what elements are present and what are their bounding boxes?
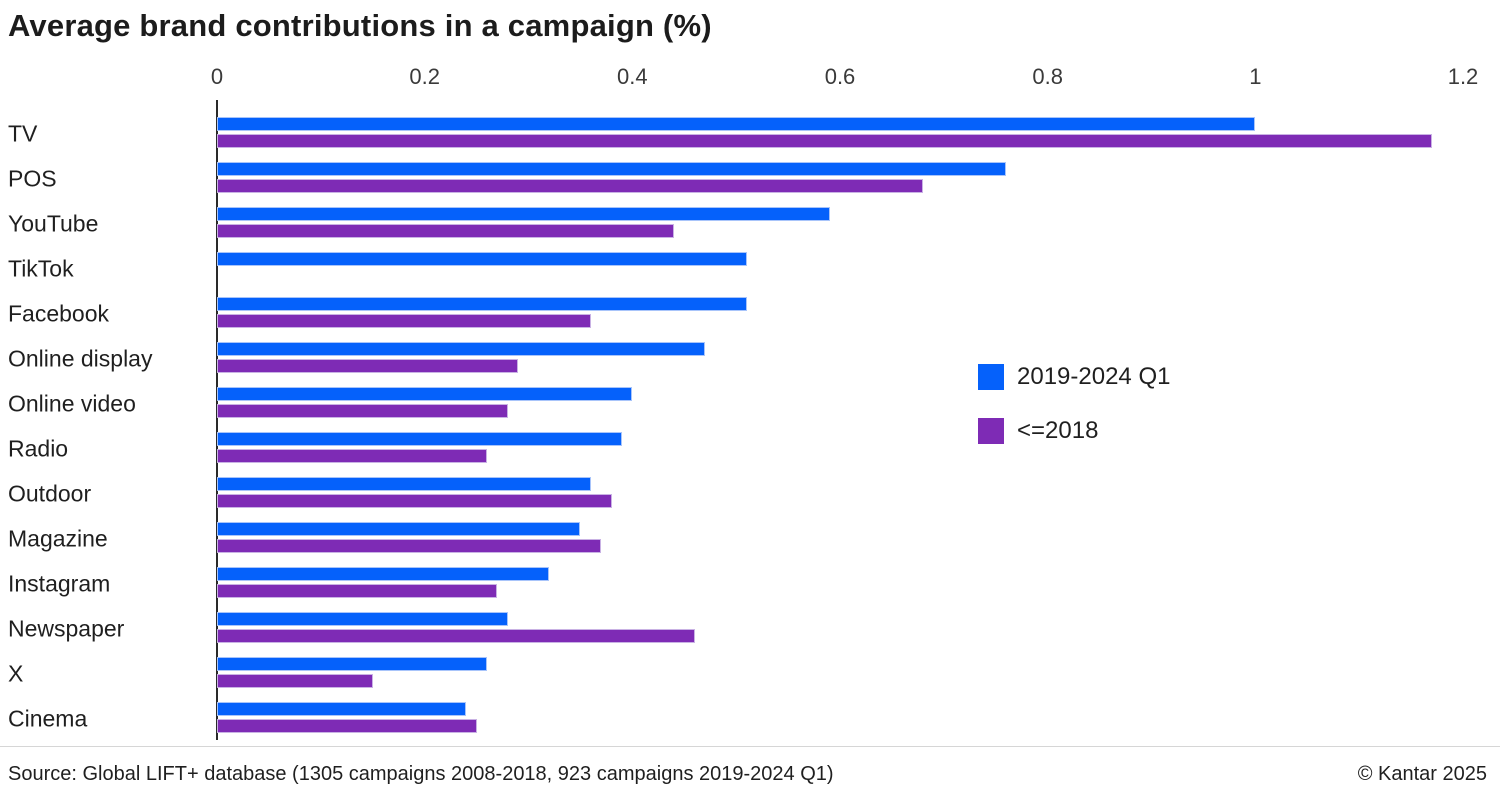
category-label: Facebook (8, 300, 110, 326)
legend-label-older: <=2018 (1017, 417, 1099, 444)
x-tick-label: 0.4 (617, 64, 648, 89)
bar-2019-2024 (217, 702, 467, 716)
bar-pre-2018 (217, 629, 695, 643)
bar-2019-2024 (217, 567, 550, 581)
x-tick-label: 1 (1249, 64, 1262, 89)
category-row: Facebook (0, 291, 1500, 336)
x-tick-label: 0.2 (409, 64, 440, 89)
category-label: Cinema (8, 705, 88, 731)
chart-title: Average brand contributions in a campaig… (8, 8, 712, 43)
y-axis-line (216, 100, 218, 740)
category-row: YouTube (0, 201, 1500, 246)
legend-label-recent: 2019-2024 Q1 (1017, 363, 1171, 390)
category-row: Cinema (0, 696, 1500, 741)
x-tick-label: 1.2 (1447, 64, 1479, 89)
bar-pre-2018 (217, 674, 373, 688)
bar-pre-2018 (217, 179, 924, 193)
legend-swatch-purple-icon (978, 418, 1004, 444)
x-tick-label: 0 (210, 64, 224, 89)
category-row: Online display (0, 336, 1500, 381)
footer-copyright-text: © Kantar 2025 (1357, 763, 1487, 785)
bar-2019-2024 (217, 657, 487, 671)
bar-pre-2018 (217, 719, 477, 733)
category-row: Newspaper (0, 606, 1500, 651)
category-row: Outdoor (0, 471, 1500, 516)
category-label: Radio (8, 435, 69, 461)
category-label: POS (8, 165, 57, 191)
category-label: Online video (8, 390, 136, 416)
category-row: Radio (0, 426, 1500, 471)
x-tick-label: 0.6 (824, 64, 856, 89)
legend-item-recent: 2019-2024 Q1 (978, 363, 1170, 391)
bar-2019-2024 (217, 432, 622, 446)
bar-pre-2018 (217, 539, 602, 553)
category-label: TikTok (8, 255, 74, 281)
category-label: Online display (8, 345, 153, 371)
bar-2019-2024 (217, 162, 1007, 176)
category-row: TikTok (0, 246, 1500, 291)
bar-pre-2018 (217, 494, 612, 508)
bar-2019-2024 (217, 612, 508, 626)
category-row: TV (0, 111, 1500, 156)
category-row: Online video (0, 381, 1500, 426)
bar-2019-2024 (217, 252, 747, 266)
category-label: Instagram (8, 570, 111, 596)
bar-2019-2024 (217, 477, 591, 491)
bar-pre-2018 (217, 404, 508, 418)
bar-pre-2018 (217, 584, 498, 598)
category-label: Outdoor (8, 480, 92, 506)
category-row: POS (0, 156, 1500, 201)
legend-swatch-blue-icon (978, 364, 1004, 390)
bar-pre-2018 (217, 224, 674, 238)
category-label: Newspaper (8, 615, 125, 641)
category-row: Instagram (0, 561, 1500, 606)
footer-source-text: Source: Global LIFT+ database (1305 camp… (8, 763, 834, 785)
bar-2019-2024 (217, 342, 706, 356)
category-label: TV (8, 120, 38, 146)
bar-pre-2018 (217, 134, 1432, 148)
category-label: X (8, 660, 24, 686)
bar-pre-2018 (217, 314, 591, 328)
x-tick-label: 0.8 (1032, 64, 1063, 89)
category-row: Magazine (0, 516, 1500, 561)
bar-pre-2018 (217, 449, 487, 463)
bar-2019-2024 (217, 207, 830, 221)
bar-2019-2024 (217, 297, 747, 311)
legend-item-older: <=2018 (978, 417, 1170, 445)
bar-2019-2024 (217, 522, 581, 536)
bar-2019-2024 (217, 117, 1256, 131)
legend: 2019-2024 Q1 <=2018 (978, 363, 1170, 471)
category-row: X (0, 651, 1500, 696)
bar-rows: TV POS YouTube TikTok Facebook Online display… (0, 111, 1500, 741)
category-label: YouTube (8, 210, 99, 236)
bar-2019-2024 (217, 387, 633, 401)
category-label: Magazine (8, 525, 108, 551)
bar-pre-2018 (217, 359, 519, 373)
footer-divider (0, 746, 1500, 747)
